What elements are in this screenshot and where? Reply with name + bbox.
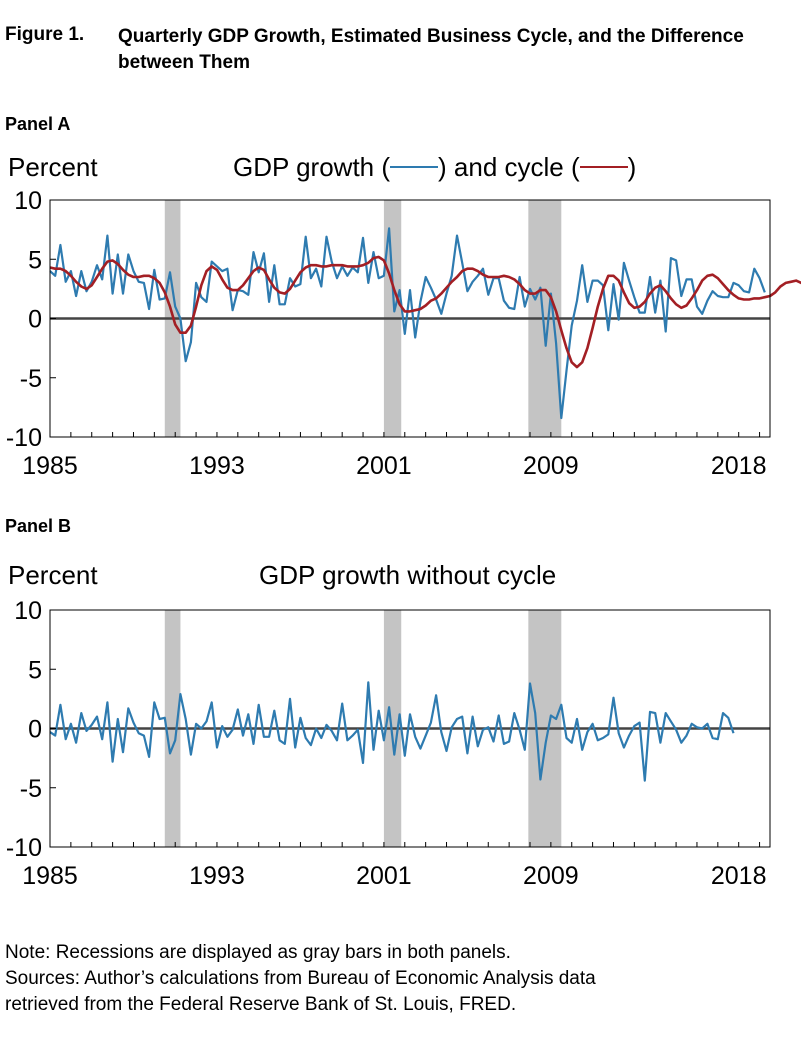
x-tick-label: 2018 [711, 452, 767, 480]
x-tick-label: 2001 [356, 862, 412, 890]
x-tick-label: 1993 [189, 862, 245, 890]
y-tick-label: 10 [14, 597, 42, 625]
x-tick-label: 2009 [523, 862, 579, 890]
panel-a-title-part3: ) [627, 152, 637, 182]
x-tick-label: 1993 [189, 452, 245, 480]
panel-a-label: Panel A [5, 114, 71, 134]
y-tick-label: -5 [20, 365, 42, 393]
y-tick-label: -10 [6, 424, 42, 452]
panel-a-ylabel: Percent [8, 152, 98, 182]
sources-line: retrieved from the Federal Reserve Bank … [5, 994, 517, 1015]
x-tick-label: 2009 [523, 452, 579, 480]
y-tick-label: 5 [28, 246, 42, 274]
y-tick-label: 0 [28, 306, 42, 334]
x-tick-label: 2018 [711, 862, 767, 890]
figure-title: Quarterly GDP Growth, Estimated Business… [118, 26, 744, 73]
y-tick-label: 10 [14, 187, 42, 215]
y-tick-label: -5 [20, 775, 42, 803]
y-tick-label: 0 [28, 716, 42, 744]
panel-b-label: Panel B [5, 516, 72, 536]
y-tick-label: 5 [28, 656, 42, 684]
x-tick-label: 2001 [356, 452, 412, 480]
x-tick-label: 1985 [22, 452, 78, 480]
figure-number: Figure 1. [5, 24, 85, 45]
notes: Note: Recessions are displayed as gray b… [5, 940, 795, 1018]
sources-line: Sources: Author’s calculations from Bure… [5, 968, 596, 989]
gdp-line [49, 681, 735, 782]
gdp-line [49, 227, 766, 420]
x-tick-label: 1985 [22, 862, 78, 890]
panel-b-title: GDP growth without cycle [259, 560, 557, 590]
cycle-legend-swatch [579, 166, 628, 169]
cycle-line [49, 255, 801, 369]
panel-b-ylabel: Percent [8, 560, 98, 590]
gdp-legend-swatch [390, 166, 439, 169]
note-line: Note: Recessions are displayed as gray b… [5, 942, 511, 963]
panel-a-title-part1: GDP growth ( [233, 152, 391, 182]
panel-a-title-part2: ) and cycle ( [438, 152, 580, 182]
y-tick-label: -10 [6, 834, 42, 862]
panel-a-title: GDP growth ( ) and cycle () [233, 152, 636, 183]
